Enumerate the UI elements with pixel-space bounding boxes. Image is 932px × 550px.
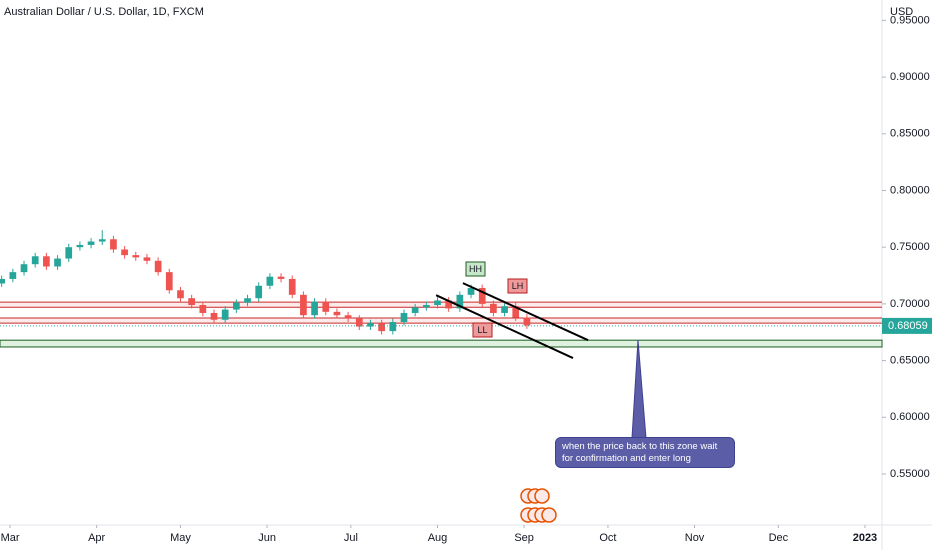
support-zone [0,339,883,348]
candle-body [445,300,453,309]
candle-body [378,323,385,332]
y-tick-label: 0.90000 [890,71,930,83]
x-tick-label: Mar [1,532,20,544]
candle-body [165,272,173,291]
y-tick-label: 0.85000 [890,128,930,140]
candle-body [422,305,430,308]
candle-body [333,311,341,316]
currency: USD [890,6,913,18]
candle-body [512,306,520,318]
y-tick-label: 0.60000 [890,411,930,423]
candle-body [0,278,6,284]
candle-body [355,318,363,327]
y-tick-label: 0.65000 [890,354,930,366]
candle-body [255,285,263,299]
candle-body [132,255,140,258]
candle-body [434,300,441,306]
candle-body [20,264,28,273]
x-tick-label: Aug [428,532,448,544]
candle-body [43,256,50,267]
x-tick-label: Nov [685,532,705,544]
y-tick-label: 0.80000 [890,184,930,196]
x-tick-label: Dec [769,532,789,544]
pattern-label: HH [469,264,482,274]
candle-body [98,239,106,242]
y-tick-label: 0.95000 [890,14,930,26]
candle-body [143,257,151,261]
candle-body [411,307,419,313]
pattern-label: LL [477,325,487,335]
candle-body [523,317,531,326]
candle-body [367,323,374,327]
candle-body [344,315,352,319]
trend-line [435,294,574,359]
candle-body [400,312,408,323]
candle-body [266,276,274,286]
candle-body [277,276,285,279]
candle-body [467,288,475,295]
candle-body [87,241,95,245]
candle-body [221,309,229,320]
last-price-label: 0.68059 [888,320,928,332]
candle-body [76,244,84,248]
candle-body [233,302,240,310]
candle-body [501,306,508,313]
event-icon [534,488,550,504]
candle-body [490,303,497,313]
candle-body [456,294,464,309]
candle-body [210,312,218,320]
candle-body [311,301,318,316]
candle-body [110,239,117,250]
candle-body [177,290,184,299]
candle-body [154,260,162,273]
candle-body [188,298,196,306]
y-tick-label: 0.75000 [890,241,930,253]
x-tick-label: Apr [88,532,105,544]
x-tick-label: Jul [344,532,358,544]
annotation: when the price back to this zone wait fo… [555,437,735,468]
pattern-label-box [472,322,493,338]
y-tick-label: 0.70000 [890,298,930,310]
event-icon [541,507,557,523]
last-price-box [882,317,932,334]
candle-body [54,258,61,267]
candle-body [244,298,251,303]
x-tick-label: Jun [258,532,276,544]
candle-body [9,272,17,279]
candle-body [65,247,73,259]
candle-body [389,322,397,332]
resistance-zone [0,318,882,324]
candle-body [300,294,307,316]
candle-body [31,256,39,265]
chart-title: Australian Dollar / U.S. Dollar, 1D, FXC… [4,6,204,18]
candle-body [199,305,207,313]
x-tick-label: May [170,532,191,544]
x-tick-label: 2023 [853,532,877,544]
candle-body [478,288,486,304]
pattern-label-box [465,261,486,277]
candle-body [322,301,330,312]
resistance-zone [0,302,882,308]
candle-body [288,278,296,295]
x-tick-label: Oct [599,532,616,544]
pattern-label-box [507,278,528,294]
trend-line [462,282,589,342]
candle-body [121,249,128,256]
pattern-label: LH [512,281,524,291]
y-tick-label: 0.55000 [890,468,930,480]
x-tick-label: Sep [514,532,534,544]
